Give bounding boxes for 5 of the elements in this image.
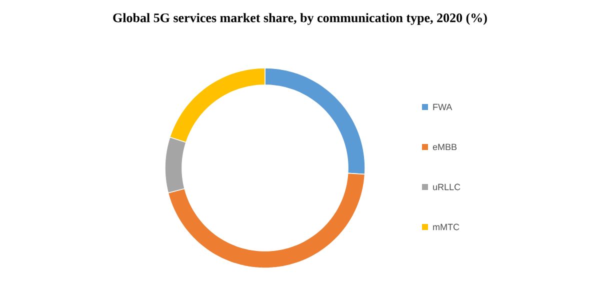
legend-label: FWA — [433, 104, 452, 110]
legend-label: eMBB — [432, 144, 457, 150]
legend-label: mMTC — [433, 224, 460, 230]
chart-title: Global 5G services market share, by communication type, 2020 (%) — [113, 13, 487, 25]
legend-label: uRLLC — [433, 184, 460, 190]
